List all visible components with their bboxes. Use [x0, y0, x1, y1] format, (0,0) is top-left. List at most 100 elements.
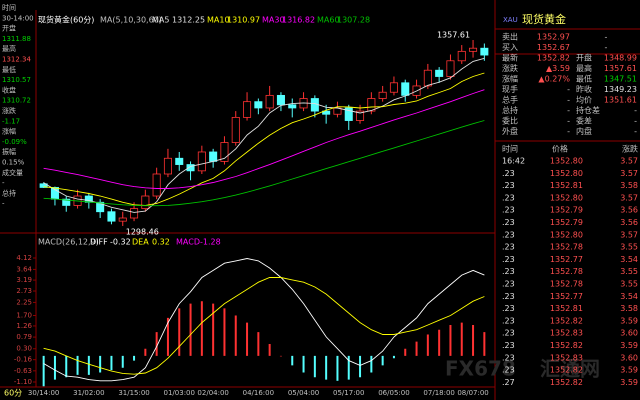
info-text: 涨跌: [2, 106, 16, 115]
y-tick-label: 3.64: [16, 265, 32, 273]
info-text: 涨幅: [2, 127, 16, 136]
quote-label: 委比: [502, 116, 518, 126]
quote-value: 1351.61: [604, 96, 637, 105]
quote-label: 买入: [502, 43, 518, 52]
candle-body: [163, 157, 172, 175]
quote-label: 内盘: [576, 126, 592, 136]
quote-value: 1352.82: [537, 54, 570, 63]
x-tick-label: 06/05:00: [378, 389, 409, 397]
macd-bar: [133, 355, 136, 361]
macd-bar: [246, 322, 249, 356]
info-text: 1311.88: [2, 35, 31, 43]
trade-price: 1352.80: [550, 169, 583, 178]
trade-change: 3.56: [620, 218, 638, 227]
macd-bar: [404, 348, 407, 356]
candle-body: [423, 69, 432, 87]
y-tick-label: 1.26: [16, 322, 32, 330]
quote-value: -: [567, 127, 570, 136]
trade-time: .23: [502, 255, 515, 264]
ma-name: MA10: [207, 16, 230, 25]
info-text: -0.09%: [2, 138, 27, 146]
trade-time: .23: [502, 230, 515, 239]
trade-change: 3.55: [620, 243, 638, 252]
macd-bar: [189, 303, 192, 356]
macd-value: -0.32: [110, 238, 131, 247]
y-tick-label: 2.73: [16, 287, 32, 295]
macd-bar: [392, 355, 395, 359]
x-tick-label: 01/03:00: [164, 389, 195, 397]
quote-value: 1347.51: [604, 75, 637, 84]
candle-body: [39, 183, 48, 188]
y-tick-label: -0.63: [14, 367, 32, 375]
trade-time: .23: [502, 218, 515, 227]
macd-bar: [99, 355, 102, 373]
trade-change: 3.55: [620, 267, 638, 276]
quote-value: ▲3.59: [546, 64, 570, 73]
macd-bar: [438, 329, 441, 356]
ma-value: 1316.82: [282, 16, 315, 25]
quote-value: 1348.99: [604, 54, 637, 63]
trade-price: 1352.80: [550, 193, 583, 202]
trade-time: .23: [502, 316, 515, 325]
info-text: 成交量: [2, 168, 23, 177]
trades-header: 价格: [552, 144, 568, 154]
ma-value: 1307.28: [337, 16, 370, 25]
candle-body: [344, 107, 353, 121]
quote-label: 涨跌: [502, 63, 518, 73]
quote-value: -: [567, 85, 570, 94]
macd-bar: [483, 332, 486, 356]
quote-label: 外盘: [502, 126, 518, 136]
macd-bar: [460, 322, 463, 356]
watermark: 汇通网: [540, 357, 600, 381]
macd-bar: [234, 315, 237, 356]
trade-time: .23: [502, 206, 515, 215]
candle-body: [378, 91, 387, 99]
trade-change: 3.58: [620, 304, 638, 313]
period: 60分: [4, 389, 22, 398]
macd-bar: [415, 341, 418, 356]
macd-bar: [336, 355, 339, 381]
candle-body: [231, 116, 240, 143]
macd-bar: [325, 355, 328, 380]
macd-bar: [76, 355, 79, 375]
candle-body: [480, 47, 489, 56]
candle-body: [243, 101, 252, 118]
ma-line: [43, 89, 485, 189]
macd-bar: [313, 355, 316, 378]
quote-label: 委差: [576, 116, 592, 126]
macd-bar: [121, 355, 124, 368]
low-label: 1298.46: [126, 228, 159, 237]
chart-title: 现货黄金(60分): [38, 15, 94, 25]
trade-time: .23: [502, 353, 515, 362]
macd-bar: [87, 355, 90, 375]
candle-body: [254, 101, 263, 109]
ma-label: MA(5,10,30,60): [100, 16, 162, 25]
x-tick-label: 30/14:00: [28, 389, 59, 397]
macd-name: DEA: [132, 238, 149, 247]
trade-change: 3.54: [620, 255, 638, 264]
candle-body: [141, 195, 150, 209]
trade-change: 3.55: [620, 280, 638, 289]
candle-body: [322, 110, 331, 115]
trade-change: 3.60: [620, 353, 638, 362]
ma-name: MA60: [317, 16, 340, 25]
trade-time: .23: [502, 366, 515, 375]
quote-label: 最新: [502, 53, 518, 63]
candle-body: [265, 94, 274, 109]
candle-body: [96, 201, 105, 213]
quote-label: 现手: [502, 84, 518, 94]
macd-line: [43, 258, 485, 382]
quote-label: 开盘: [576, 53, 592, 63]
macd-bar: [370, 355, 373, 373]
macd-bar: [212, 303, 215, 356]
candle-body: [276, 94, 285, 106]
ma-line: [43, 57, 485, 213]
info-text: 0.15%: [2, 159, 25, 167]
macd-line: [43, 277, 485, 375]
macd-value: -1.28: [200, 238, 221, 247]
candle-body: [107, 211, 116, 222]
macd-title: MACD(26,12,9): [38, 238, 99, 247]
trade-price: 1352.82: [550, 316, 583, 325]
quote-value: 1349.23: [604, 85, 637, 94]
